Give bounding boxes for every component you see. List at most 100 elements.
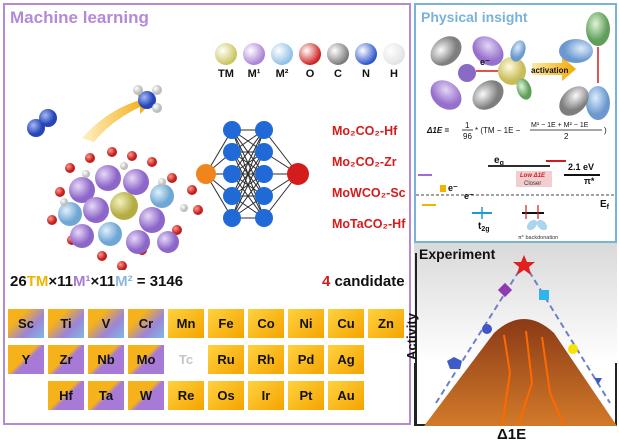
candidate-3: MoWCO₂-Sc xyxy=(332,186,406,200)
electron-label-3: e⁻ xyxy=(464,191,474,201)
atom xyxy=(123,169,149,195)
legend-label: M¹ xyxy=(247,68,261,80)
atom xyxy=(70,224,94,248)
element-cell: Pd xyxy=(287,344,325,375)
equation-close: ) xyxy=(604,126,607,135)
electron-label: e⁻ xyxy=(480,57,490,67)
element-cell: V xyxy=(87,308,125,339)
element-cell: Tc xyxy=(167,344,205,375)
formula-times-2: ×11 xyxy=(90,273,116,290)
n2-molecule xyxy=(27,109,57,137)
candidate-count: 4 candidate xyxy=(322,273,405,290)
nn-input-node xyxy=(196,164,216,184)
nn-hidden-node xyxy=(223,121,241,139)
pi-star-label: π* xyxy=(584,176,595,186)
star-marker-icon xyxy=(513,255,535,275)
atom-ball-icon xyxy=(299,43,321,65)
equation-frac-den: 96 xyxy=(463,132,472,141)
atom xyxy=(83,197,109,223)
formula-m2: M² xyxy=(115,273,133,290)
volcano-plot xyxy=(414,243,617,426)
element-cell: Zr xyxy=(47,344,85,375)
atom xyxy=(172,225,182,235)
atom xyxy=(60,198,68,206)
ef-subscript: f xyxy=(607,204,610,211)
activation-arrow-icon xyxy=(532,57,576,81)
triangle-marker-icon xyxy=(594,378,602,385)
nn-hidden-node xyxy=(223,143,241,161)
element-cell: Ir xyxy=(247,380,285,411)
element-cell: Ru xyxy=(207,344,245,375)
candidate-2: Mo₂CO₂-Zr xyxy=(332,155,397,169)
volcano-trend-left xyxy=(435,262,525,404)
formula-times-1: ×11 xyxy=(48,273,73,290)
element-cell: Pt xyxy=(287,380,325,411)
mxene-cluster xyxy=(47,147,203,270)
machine-learning-title: Machine learning xyxy=(10,8,149,27)
atom xyxy=(110,192,138,220)
element-cell: Ta xyxy=(87,380,125,411)
activation-label: activation xyxy=(531,66,568,75)
volcano-icon xyxy=(424,319,617,426)
circle-marker-icon xyxy=(482,324,492,334)
atom-ball-icon xyxy=(327,43,349,65)
nn-hidden-node xyxy=(255,121,273,139)
legend-item: N xyxy=(352,43,380,80)
atom xyxy=(82,170,90,178)
element-cell: Os xyxy=(207,380,245,411)
element-cell: Mn xyxy=(167,308,205,339)
element-cell: Ti xyxy=(47,308,85,339)
volcano-trend-right xyxy=(523,262,611,404)
legend-label: TM xyxy=(218,68,234,80)
ef-label: E xyxy=(600,199,607,210)
atom-ball-icon xyxy=(383,43,405,65)
legend-item: C xyxy=(324,43,352,80)
element-cell: Sc xyxy=(7,308,45,339)
element-cell: Ag xyxy=(327,344,365,375)
element-cell: Au xyxy=(327,380,365,411)
reaction-arrow-icon xyxy=(82,92,154,142)
candidate-count-number: 4 xyxy=(322,273,331,290)
legend-item: M² xyxy=(268,43,296,80)
element-cell: Re xyxy=(167,380,205,411)
element-cell: Rh xyxy=(247,344,285,375)
physical-insight-title: Physical insight xyxy=(421,9,528,25)
formula-count-tm: 26 xyxy=(10,273,27,290)
legend-label: H xyxy=(390,68,398,80)
experiment-title: Experiment xyxy=(419,246,496,262)
d-orbital-right-icon xyxy=(559,12,610,120)
nn-edge xyxy=(231,129,265,175)
svg-text:Ef: Ef xyxy=(600,199,610,211)
atom xyxy=(95,165,121,191)
atom xyxy=(107,147,117,157)
atom xyxy=(157,231,179,253)
t2g-subscript: 2g xyxy=(481,226,489,233)
legend-label: O xyxy=(305,68,315,80)
element-cell: Y xyxy=(7,344,45,375)
candidate-count-label: candidate xyxy=(330,273,405,290)
nh3-molecule xyxy=(133,85,162,113)
nn-hidden-node xyxy=(223,165,241,183)
legend-label: N xyxy=(362,68,370,80)
nn-hidden-node xyxy=(255,165,273,183)
yellow-circle-marker-icon xyxy=(568,344,578,354)
element-cell: Co xyxy=(247,308,285,339)
candidate-4: MoTaCO₂-Hf xyxy=(332,217,406,231)
atom xyxy=(187,185,197,195)
nn-output-node xyxy=(287,163,309,185)
atom xyxy=(58,202,82,226)
atom xyxy=(117,261,127,270)
atom-ball-icon xyxy=(355,43,377,65)
closer-label: Closer xyxy=(524,181,541,187)
t2g-label: t xyxy=(478,221,482,232)
element-cell xyxy=(7,380,45,411)
atom xyxy=(180,204,188,212)
atom xyxy=(69,177,95,203)
activity-axis-label: Activity xyxy=(404,313,419,360)
pentagon-marker-icon xyxy=(447,357,462,369)
equation-num2: M¹ − 1E + M² − 1E xyxy=(531,122,589,129)
element-cell: Cr xyxy=(127,308,165,339)
ligand-sphere-icon xyxy=(498,40,532,100)
candidate-1: Mo₂CO₂-Hf xyxy=(332,124,398,138)
neural-network-diagram xyxy=(196,121,309,227)
